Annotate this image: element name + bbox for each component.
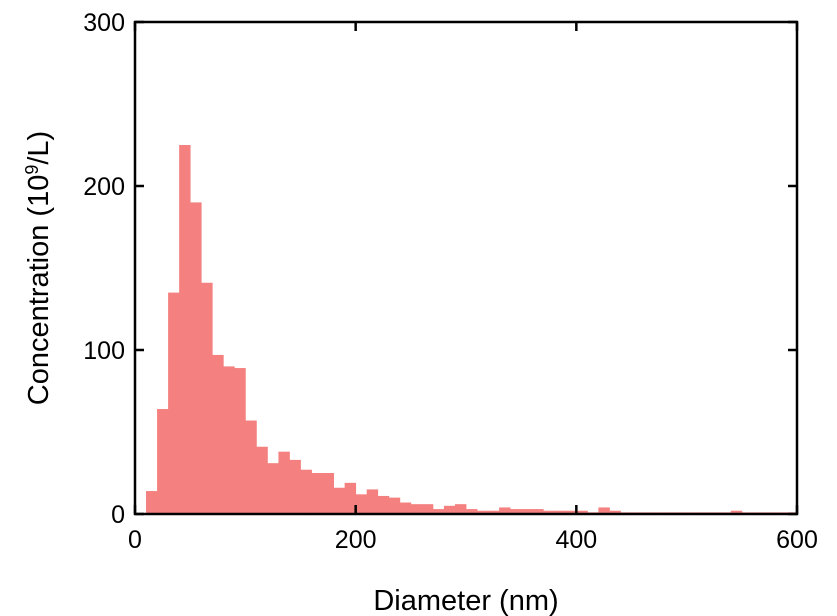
histogram-bar [201,282,213,514]
histogram-bar [532,509,544,514]
histogram-bar [366,489,379,514]
histogram-bar [543,510,555,514]
histogram-bar [212,354,224,514]
histogram-bar [477,510,489,514]
x-tick-label: 200 [335,526,377,554]
histogram-bar [311,473,323,514]
x-tick-label: 0 [128,526,142,554]
histogram-bar [245,420,257,514]
y-axis-title-suffix: /L) [23,131,55,165]
bars-group [146,145,798,514]
histogram-bar [278,451,290,514]
y-axis-title-prefix: Concentration (10 [23,175,55,406]
histogram-bar [521,509,533,514]
histogram-bar [223,366,235,514]
histogram-bar [179,145,191,514]
histogram-bar [432,509,445,514]
histogram-bar [598,507,610,514]
y-tick-label: 0 [111,501,125,529]
histogram-bar [410,504,423,514]
histogram-bar [499,507,511,514]
histogram-bar [421,504,434,514]
histogram-bar [256,446,268,514]
y-tick-label: 200 [83,173,125,201]
histogram-bar [565,510,577,514]
histogram-bar [609,510,621,514]
y-axis-title-superscript: 9 [22,165,42,175]
histogram-bar [333,487,346,514]
histogram-bar [190,202,202,514]
x-tick-label: 600 [776,526,818,554]
histogram-bar [168,292,180,514]
histogram-bar [730,510,743,514]
histogram-bar [344,482,357,514]
histogram-bar [355,494,368,514]
histogram-bar [510,509,522,514]
histogram-bar [399,502,412,514]
plot-area-frame [133,20,799,516]
histogram-bar [322,473,334,514]
x-tick-label: 400 [555,526,597,554]
histogram-bar [234,368,246,514]
x-axis-title: Diameter (nm) [373,585,558,616]
histogram-bar [300,469,312,514]
axis-ticks: 0 200 400 600 0 100 200 300 [83,9,818,554]
histogram-bar [454,504,467,514]
histogram-bar [377,495,390,514]
histogram-bar [289,459,301,514]
histogram-bar [267,463,279,514]
histogram-bar [157,409,169,514]
histogram-bar [146,491,158,514]
histogram-bar [388,497,401,514]
histogram-bar [554,510,566,514]
histogram-bar [576,510,588,514]
y-axis-title: Concentration (109/L) [22,131,55,405]
histogram-bar [466,509,478,514]
y-tick-label: 100 [83,337,125,365]
histogram-bar [443,505,456,514]
y-tick-label: 300 [83,9,125,37]
histogram-bar [488,510,500,514]
